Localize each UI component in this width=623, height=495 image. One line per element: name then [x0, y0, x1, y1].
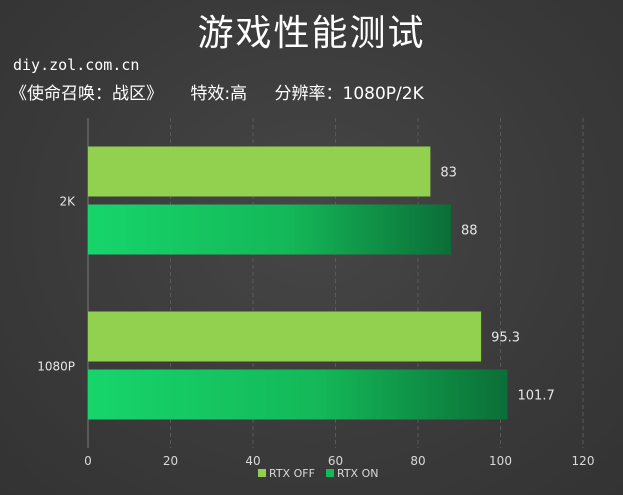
chart-title: 游戏性能测试 — [197, 13, 426, 54]
x-axis: 0 20 40 60 80 100 120 — [84, 454, 594, 468]
legend-label: RTX OFF — [269, 467, 315, 480]
effects-setting: 特效:高 — [190, 84, 248, 104]
bar-rtx-on-1080p — [88, 369, 508, 420]
site-watermark: diy.zol.com.cn — [13, 56, 140, 74]
data-labels: 83 88 95.3 101.7 — [440, 166, 554, 404]
data-label: 83 — [440, 166, 457, 181]
resolution-setting: 分辨率：1080P/2K — [274, 84, 424, 104]
data-label: 101.7 — [518, 389, 555, 404]
data-label: 95.3 — [491, 331, 520, 346]
x-tick-label: 80 — [410, 454, 425, 468]
game-name: 《使命召唤：战区》 — [10, 84, 163, 104]
chart-subtitle: 《使命召唤：战区》 特效:高 分辨率：1080P/2K — [10, 79, 446, 104]
data-label: 88 — [461, 224, 478, 239]
x-tick-label: 40 — [245, 454, 260, 468]
x-tick-label: 120 — [572, 454, 595, 468]
x-tick-label: 60 — [328, 454, 343, 468]
x-tick-label: 0 — [84, 454, 92, 468]
bar-rtx-off-1080p — [88, 311, 482, 362]
legend-swatch — [326, 469, 334, 477]
category-label: 1080P — [37, 360, 75, 374]
legend-swatch — [258, 469, 266, 477]
x-tick-label: 100 — [489, 454, 512, 468]
bar-rtx-on-2k — [88, 204, 451, 255]
legend-label: RTX ON — [337, 467, 378, 480]
category-label: 2K — [59, 195, 76, 209]
x-tick-label: 20 — [163, 454, 178, 468]
bars — [88, 146, 508, 420]
bar-rtx-off-2k — [88, 146, 431, 197]
category-labels: 2K 1080P — [37, 195, 76, 374]
legend: RTX OFF RTX ON — [258, 467, 378, 480]
